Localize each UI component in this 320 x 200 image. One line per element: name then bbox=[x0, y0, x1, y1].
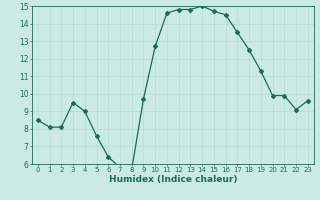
X-axis label: Humidex (Indice chaleur): Humidex (Indice chaleur) bbox=[108, 175, 237, 184]
